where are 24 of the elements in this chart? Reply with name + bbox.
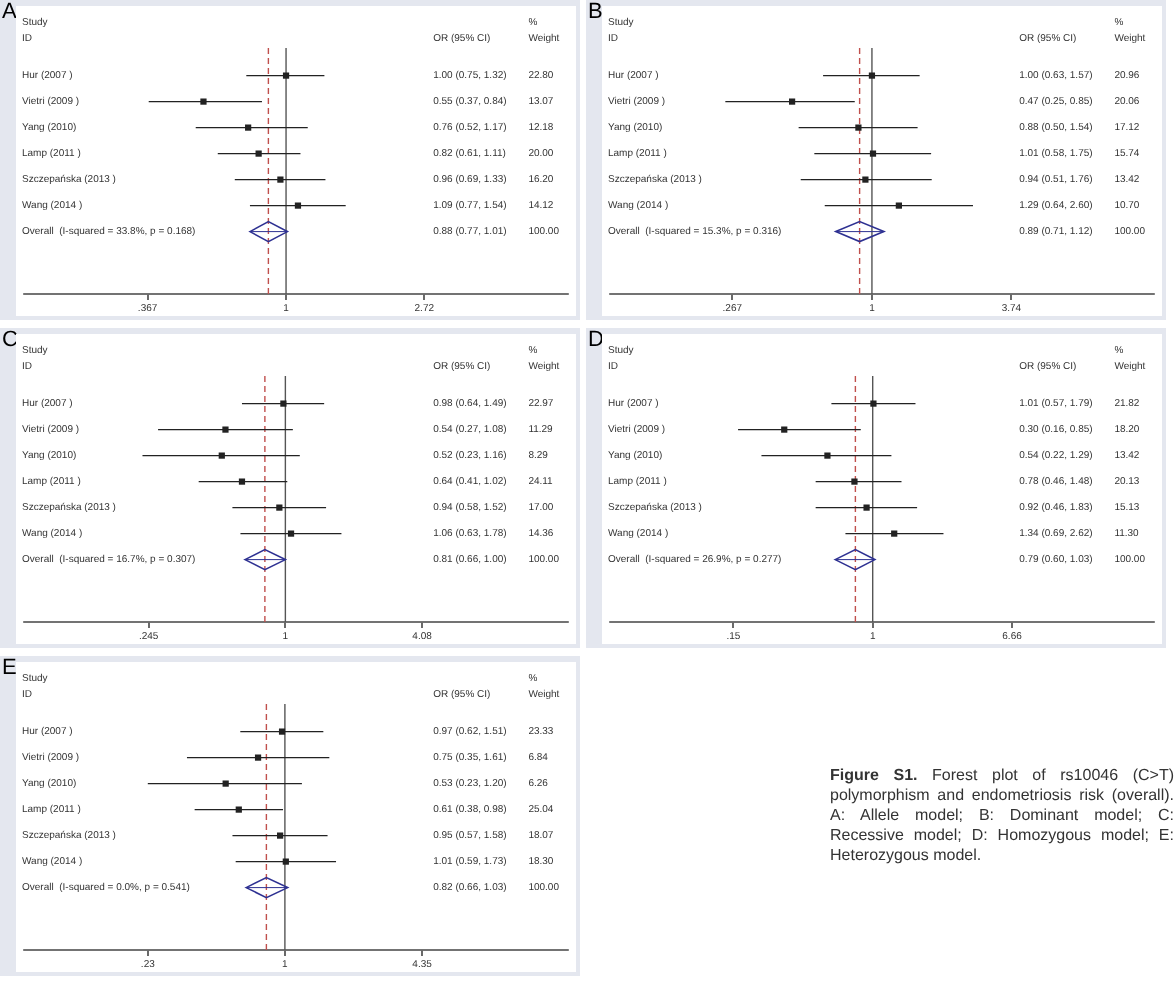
chart-title: D: [588, 328, 604, 352]
chart-title: B: [588, 0, 603, 24]
text: Figure S1.: [830, 766, 918, 784]
point: [855, 124, 862, 131]
point: [277, 832, 284, 839]
point: [863, 504, 870, 511]
chart-title: C: [2, 328, 18, 352]
point: [235, 806, 242, 813]
point: [245, 124, 252, 131]
point: [824, 452, 831, 459]
chart-title: E: [2, 656, 17, 680]
point: [862, 176, 869, 183]
point: [851, 478, 858, 485]
chart-title: A: [2, 0, 17, 24]
point: [870, 400, 877, 407]
point: [277, 176, 284, 183]
point: [282, 858, 289, 865]
point: [282, 72, 290, 79]
point: [294, 202, 302, 209]
point: [278, 728, 286, 735]
point: [254, 754, 262, 761]
point: [868, 72, 876, 79]
point: [869, 150, 877, 157]
point: [255, 150, 262, 157]
